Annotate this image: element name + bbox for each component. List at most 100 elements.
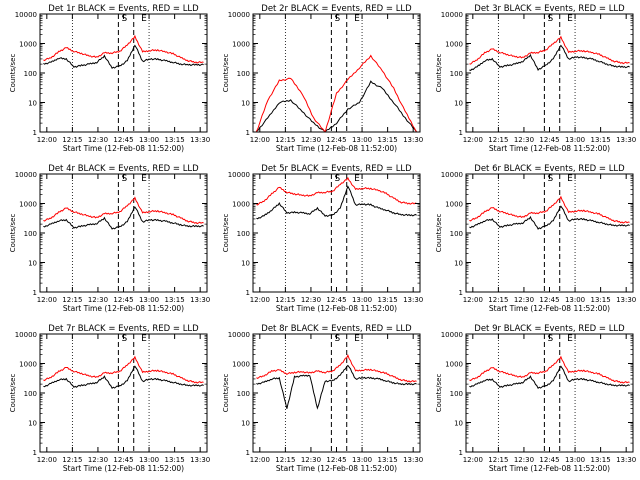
x-axis-label: Start Time (12-Feb-08 11:52:00) [63,144,184,153]
x-tick-label: 13:15 [378,296,398,304]
y-tick-label: 10 [454,100,463,108]
marker-label-end: E [354,14,360,24]
y-tick-label: 1 [33,129,37,137]
plot-frame [252,333,421,453]
x-tick-label: 13:15 [591,136,611,144]
y-axis-label: Counts/sec [222,374,230,413]
y-tick-label: 10 [454,420,463,428]
series-events-line [43,44,204,69]
y-tick-label: 100 [450,70,463,78]
x-tick-label: 13:00 [352,296,372,304]
y-tick-label: 100 [450,390,463,398]
series-lld-line [255,54,418,132]
y-tick-label: 1000 [445,201,463,209]
series-lld-line [43,34,204,64]
x-tick-label: 12:30 [301,456,321,464]
x-tick-label: 12:45 [326,456,346,464]
x-tick-label: 12:45 [113,296,133,304]
x-tick-label: 13:15 [165,136,185,144]
y-axis-label: Counts/sec [9,374,17,413]
chart-title: Det 9r BLACK = Events, RED = LLD [474,324,625,334]
x-tick-label: 13:30 [616,456,636,464]
y-tick-label: 1000 [445,361,463,369]
x-tick-label: 12:00 [37,136,57,144]
x-tick-label: 13:30 [616,136,636,144]
marker-label-end: E [141,334,147,344]
x-tick-label: 13:00 [139,136,159,144]
y-tick-label: 100 [24,390,37,398]
y-tick-label: 1 [246,129,250,137]
y-tick-label: 1000 [445,41,463,49]
x-tick-label: 12:00 [250,136,270,144]
x-axis-label: Start Time (12-Feb-08 11:52:00) [63,464,184,473]
plot-frame [465,173,634,293]
y-tick-label: 1 [246,449,250,457]
y-tick-label: 100 [237,230,250,238]
x-tick-label: 12:30 [514,296,534,304]
series-events-line [43,365,204,389]
y-tick-label: 1000 [232,361,250,369]
chart-title: Det 6r BLACK = Events, RED = LLD [474,164,625,174]
y-axis-label: Counts/sec [9,54,17,93]
marker-label-end: E [141,174,147,184]
marker-label-end: E [567,14,573,24]
x-tick-label: 13:00 [139,296,159,304]
series-events-line [256,364,417,410]
x-tick-label: 12:15 [275,296,295,304]
marker-label-end: E [567,174,573,184]
x-tick-label: 13:30 [190,136,210,144]
marker-label-start: S [547,334,553,344]
series-events-line [469,205,630,230]
x-tick-label: 12:30 [301,296,321,304]
x-tick-label: 12:00 [463,296,483,304]
x-tick-label: 12:00 [250,456,270,464]
y-tick-label: 1 [33,449,37,457]
y-tick-label: 1000 [232,41,250,49]
y-tick-label: 10000 [15,171,37,179]
x-tick-label: 13:00 [139,456,159,464]
x-tick-label: 13:30 [190,296,210,304]
x-axis-label: Start Time (12-Feb-08 11:52:00) [276,464,397,473]
y-tick-label: 10000 [228,11,250,19]
x-tick-label: 12:15 [275,456,295,464]
x-tick-label: 12:30 [88,136,108,144]
y-axis-label: Counts/sec [222,54,230,93]
marker-label-start: S [121,174,127,184]
marker-label-start: S [121,14,127,24]
y-tick-label: 100 [24,70,37,78]
chart-title: Det 4r BLACK = Events, RED = LLD [48,164,199,174]
marker-label-start: S [121,334,127,344]
y-axis-label: Counts/sec [435,54,443,93]
chart-title: Det 8r BLACK = Events, RED = LLD [261,324,412,334]
x-tick-label: 12:30 [88,456,108,464]
marker-label-start: S [334,174,340,184]
x-tick-label: 13:15 [378,136,398,144]
y-axis-label: Counts/sec [435,374,443,413]
marker-label-end: E [141,14,147,24]
marker-label-start: S [334,334,340,344]
y-tick-label: 10000 [228,331,250,339]
y-tick-label: 10000 [228,171,250,179]
x-axis-label: Start Time (12-Feb-08 11:52:00) [276,144,397,153]
y-tick-label: 10 [28,420,37,428]
x-tick-label: 13:30 [403,296,423,304]
x-tick-label: 12:15 [62,136,82,144]
series-events-line [469,365,630,389]
x-tick-label: 12:45 [326,136,346,144]
x-tick-label: 13:00 [352,136,372,144]
series-events-line [43,206,204,230]
series-lld-line [256,176,417,206]
y-tick-label: 10 [28,260,37,268]
y-axis-label: Counts/sec [9,214,17,253]
x-tick-label: 12:15 [488,296,508,304]
chart-title: Det 3r BLACK = Events, RED = LLD [474,4,625,14]
marker-label-end: E [567,334,573,344]
x-tick-label: 13:15 [591,456,611,464]
